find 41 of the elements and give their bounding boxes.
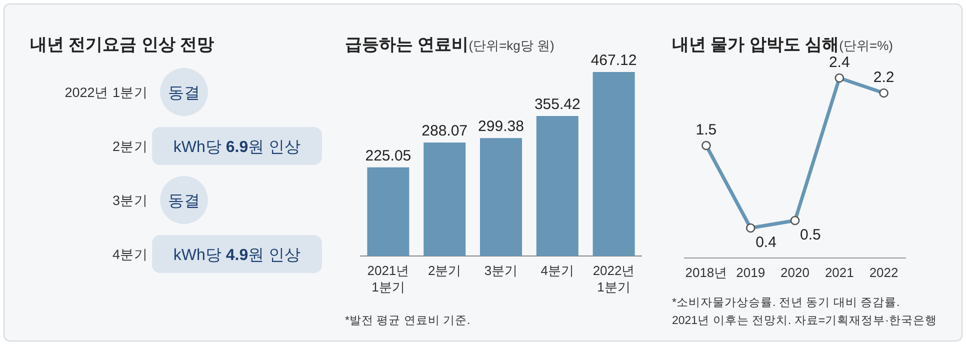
x-tick-label: 2분기 (428, 263, 462, 278)
category-label: 3분기 (112, 193, 148, 208)
chart-title: 내년 물가 압박도 심해 (672, 35, 840, 54)
text: 2021년 이후는 전망치. 자료=기획재정부·한국은행 (672, 315, 937, 327)
data-label: 225.05 (365, 147, 412, 164)
chart-subtitle: (단위=kg당 원) (468, 38, 554, 53)
data-label: 288.07 (422, 122, 468, 140)
x-tick-label: 2021년 1분기 (367, 263, 410, 294)
data-label: 355.42 (534, 96, 580, 113)
category-label: 4분기 (112, 247, 148, 262)
chart-subtitle: (단위=%) (839, 38, 893, 53)
text: 동결 (168, 85, 200, 102)
category-label: 2분기 (112, 139, 148, 154)
category-label: 2022년 1분기 (64, 85, 148, 100)
text: *소비자물가상승률. 전년 동기 대비 증감률. (672, 297, 900, 309)
bar (592, 72, 635, 256)
x-tick-label: 2022년 1분기 (592, 263, 635, 294)
data-label: 2.4 (828, 54, 850, 71)
bar (424, 142, 466, 256)
x-tick-label: 2021 (824, 265, 854, 280)
text: kWh당 6.9원 인상 (173, 139, 301, 156)
x-tick-label: 4분기 (540, 263, 574, 278)
text: 동결 (168, 193, 200, 210)
x-tick-label: 3분기 (484, 263, 518, 278)
chart-title: 급등하는 연료비 (345, 35, 469, 54)
data-label: 1.5 (696, 122, 717, 138)
text: *발전 평균 연료비 기준. (345, 315, 470, 327)
x-tick-label: 2022 (869, 265, 898, 280)
data-label: 2.2 (873, 69, 894, 86)
data-label: 0.5 (800, 226, 821, 244)
x-tick-label: 2019 (736, 265, 766, 280)
data-label: 0.4 (756, 234, 776, 251)
data-label: 467.12 (590, 52, 637, 69)
text: kWh당 4.9원 인상 (173, 247, 301, 264)
bar (480, 138, 522, 256)
x-tick-label: 2018년 (685, 265, 728, 280)
x-tick-label: 2020 (780, 265, 810, 280)
data-label: 299.38 (478, 118, 524, 136)
bar (367, 167, 410, 256)
bar (536, 116, 578, 256)
text: 내년 전기요금 인상 전망 (30, 35, 214, 54)
